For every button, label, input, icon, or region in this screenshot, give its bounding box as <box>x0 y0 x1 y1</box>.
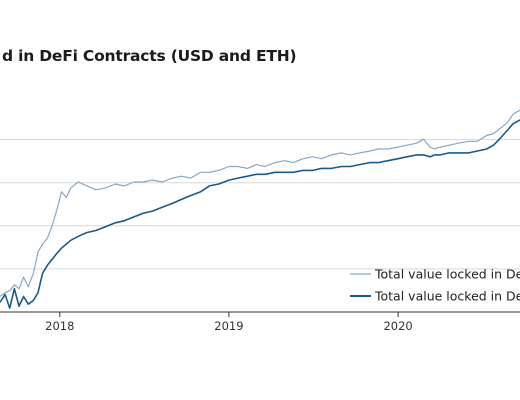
x-tick-label: 2018 <box>45 319 74 333</box>
series-lines <box>0 109 520 309</box>
gridlines <box>0 139 520 270</box>
chart-title: d in DeFi Contracts (USD and ETH) <box>2 47 297 65</box>
series-line-eth <box>0 119 520 309</box>
x-tick-label: 2020 <box>383 319 412 333</box>
legend-label-eth: Total value locked in DeFi <box>374 289 520 304</box>
legend-label-usd: Total value locked in DeFi <box>374 267 520 282</box>
series-line-usd <box>0 109 520 297</box>
x-tick-label: 2019 <box>214 319 243 333</box>
legend: Total value locked in DeFi Total value l… <box>350 267 520 304</box>
x-axis-ticks: 2018 2019 2020 <box>45 312 413 333</box>
